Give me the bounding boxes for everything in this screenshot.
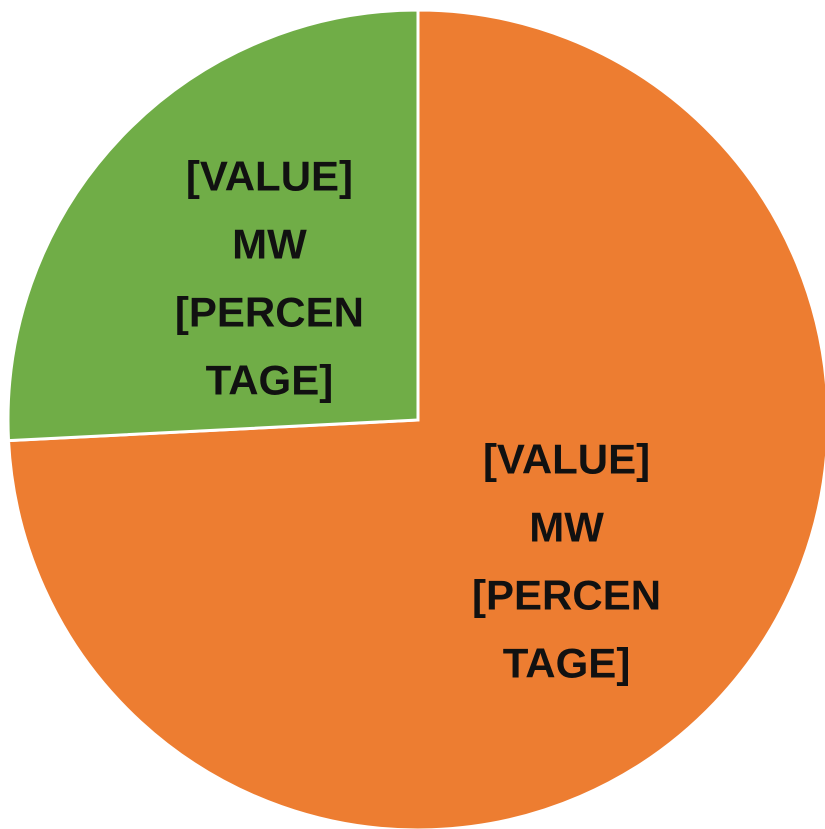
- pie-slice: [6, 8, 420, 443]
- data-label: [VALUE] MW [PERCEN TAGE]: [472, 435, 661, 686]
- data-label: [VALUE] MW [PERCEN TAGE]: [175, 153, 364, 404]
- pie-slice: [6, 8, 825, 829]
